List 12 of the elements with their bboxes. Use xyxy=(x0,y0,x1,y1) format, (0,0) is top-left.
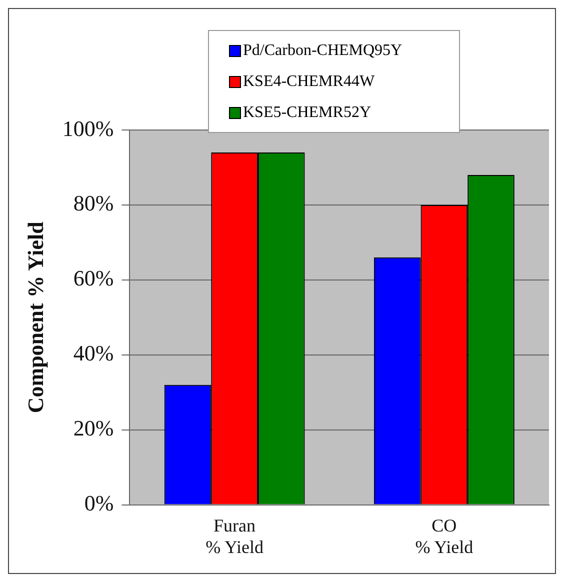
y-tick-label: 0% xyxy=(84,490,114,516)
x-tick-label: CO % Yield xyxy=(415,515,474,557)
legend-label: Pd/Carbon-CHEMQ95Y xyxy=(243,42,402,60)
y-tick-label: 100% xyxy=(62,116,114,141)
legend-label: KSE4-CHEMR44W xyxy=(243,72,375,90)
y-tick-label: 40% xyxy=(73,340,114,366)
y-axis-title: Component % Yield xyxy=(22,222,48,414)
legend-label: KSE5-CHEMR52Y xyxy=(243,104,372,122)
y-tick-label: 80% xyxy=(73,190,114,216)
x-tick-label: Furan % Yield xyxy=(206,515,264,557)
y-tick-label: 60% xyxy=(73,266,114,291)
y-tick-label: 20% xyxy=(73,416,114,441)
